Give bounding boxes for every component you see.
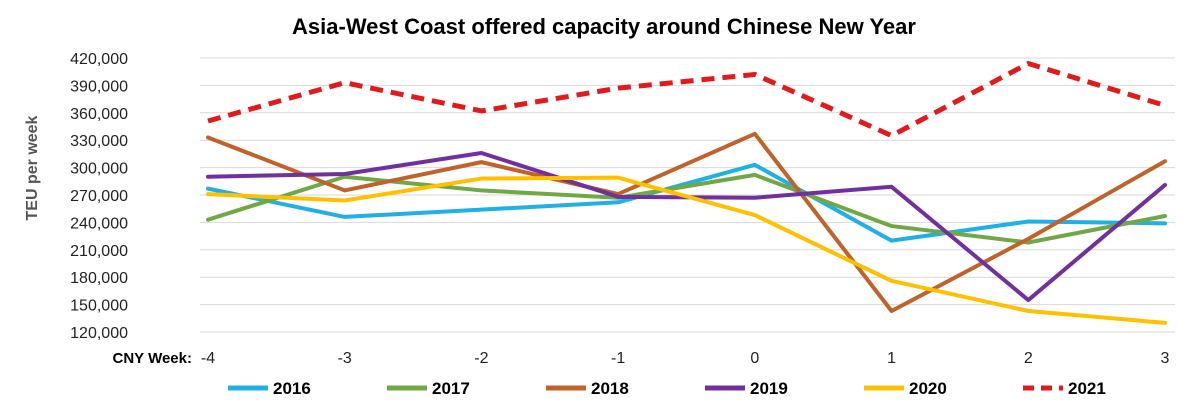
series-line-2016 <box>206 162 1167 243</box>
y-tick-label: 360,000 <box>70 106 128 123</box>
series-line-2020 <box>206 175 1167 325</box>
series-line-2021 <box>207 60 1166 139</box>
y-tick-label: 240,000 <box>70 215 128 232</box>
series-line-2019 <box>206 150 1167 303</box>
y-tick-label: 120,000 <box>70 325 128 342</box>
x-tick-label: 0 <box>750 350 759 367</box>
series-line-2018 <box>206 131 1167 313</box>
x-tick-label: -1 <box>611 350 625 367</box>
y-tick-label: 330,000 <box>70 133 128 150</box>
y-tick-label: 420,000 <box>70 51 128 68</box>
x-tick-label: 3 <box>1161 350 1170 367</box>
y-tick-label: 150,000 <box>70 298 128 315</box>
y-tick-label: 390,000 <box>70 78 128 95</box>
x-tick-label: -2 <box>474 350 488 367</box>
series-lines <box>206 60 1167 325</box>
legend-label-2016: 2016 <box>273 379 311 398</box>
y-tick-labels: 120,000 150,000 180,000 210,000 240,000 270,0… <box>70 51 128 342</box>
x-tick-labels: -4 -3 -2 -1 0 1 2 3 <box>201 350 1170 367</box>
x-tick-label: 2 <box>1024 350 1033 367</box>
series-line-2017 <box>206 172 1167 245</box>
legend-label-2019: 2019 <box>750 379 788 398</box>
legend-label-2021: 2021 <box>1068 379 1106 398</box>
y-axis-label: TEU per week <box>24 115 41 220</box>
x-tick-label: -3 <box>338 350 352 367</box>
x-axis-prefix: CNY Week: <box>113 350 192 367</box>
legend-label-2018: 2018 <box>591 379 629 398</box>
legend-label-2017: 2017 <box>432 379 470 398</box>
y-tick-label: 210,000 <box>70 243 128 260</box>
y-tick-label: 300,000 <box>70 161 128 178</box>
x-tick-label: -4 <box>201 350 215 367</box>
y-tick-label: 180,000 <box>70 270 128 287</box>
legend: 2016 2017 2018 2019 2020 2021 <box>228 379 1106 398</box>
y-tick-label: 270,000 <box>70 188 128 205</box>
legend-label-2020: 2020 <box>909 379 947 398</box>
x-tick-label: 1 <box>887 350 896 367</box>
chart-title: Asia-West Coast offered capacity around … <box>292 14 916 39</box>
